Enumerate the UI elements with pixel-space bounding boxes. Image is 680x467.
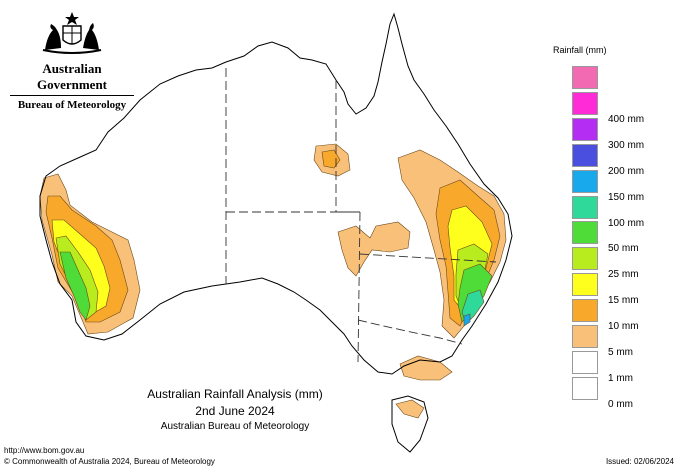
rain-area-southwest-25mm <box>59 251 91 321</box>
rainfall-overlay <box>39 143 507 419</box>
map-title: Australian Rainfall Analysis (mm) <box>147 387 323 401</box>
legend-swatch <box>572 143 598 167</box>
legend-swatch <box>572 221 598 245</box>
legend-swatch <box>572 299 598 323</box>
legend-swatch <box>572 350 598 374</box>
agency-name: Bureau of Meteorology <box>17 99 127 111</box>
logo-divider <box>10 95 134 96</box>
rain-area-east-coast-100mm <box>463 313 471 327</box>
legend-label: 0 mm <box>608 398 633 410</box>
legend-label: 400 mm <box>608 113 645 125</box>
legend-swatch <box>572 247 598 271</box>
legend-swatch <box>572 376 598 400</box>
legend-label: 15 mm <box>608 295 639 307</box>
legend-swatch <box>572 117 598 141</box>
legend-label: 150 mm <box>608 191 645 203</box>
legend-swatch <box>572 325 598 348</box>
legend-swatch <box>572 273 598 297</box>
map-caption: Australian Rainfall Analysis (mm) 2nd Ju… <box>130 387 340 432</box>
legend-swatch <box>572 195 598 219</box>
legend-swatch <box>572 169 598 193</box>
rain-area-tasmania <box>395 399 425 419</box>
legend-label: 25 mm <box>608 269 639 281</box>
tasmania-coastline <box>391 395 429 453</box>
government-name: Australian Government <box>36 61 108 92</box>
legend-title: Rainfall (mm) <box>553 45 607 55</box>
government-logo: Australian Government Bureau of Meteorol… <box>8 10 136 111</box>
rain-area-central-qld-5mm <box>321 149 341 169</box>
rain-area-central-inland <box>337 221 411 277</box>
website-link[interactable]: http://www.bom.gov.au <box>4 446 85 455</box>
legend-label: 1 mm <box>608 372 633 384</box>
legend-label: 100 mm <box>608 217 645 229</box>
issued-date: Issued: 02/06/2024 <box>605 457 674 466</box>
state-borders <box>225 68 497 363</box>
legend-label: 50 mm <box>608 243 639 255</box>
legend-label: 10 mm <box>608 321 639 333</box>
legend-swatch <box>572 66 598 89</box>
map-source: Australian Bureau of Meteorology <box>160 421 310 432</box>
legend-label: 300 mm <box>608 139 645 151</box>
legend-label: 5 mm <box>608 347 633 358</box>
coat-of-arms-icon <box>42 12 102 54</box>
legend-swatch <box>572 91 598 115</box>
border-qld-nsw <box>359 253 497 263</box>
australia-coastline <box>39 12 513 375</box>
border-nsw-vic <box>357 319 463 345</box>
copyright-notice: © Commonwealth of Australia 2024, Bureau… <box>4 457 215 466</box>
map-date: 2nd June 2024 <box>195 404 275 418</box>
border-sa-east <box>357 211 361 363</box>
legend-label: 200 mm <box>608 165 645 177</box>
